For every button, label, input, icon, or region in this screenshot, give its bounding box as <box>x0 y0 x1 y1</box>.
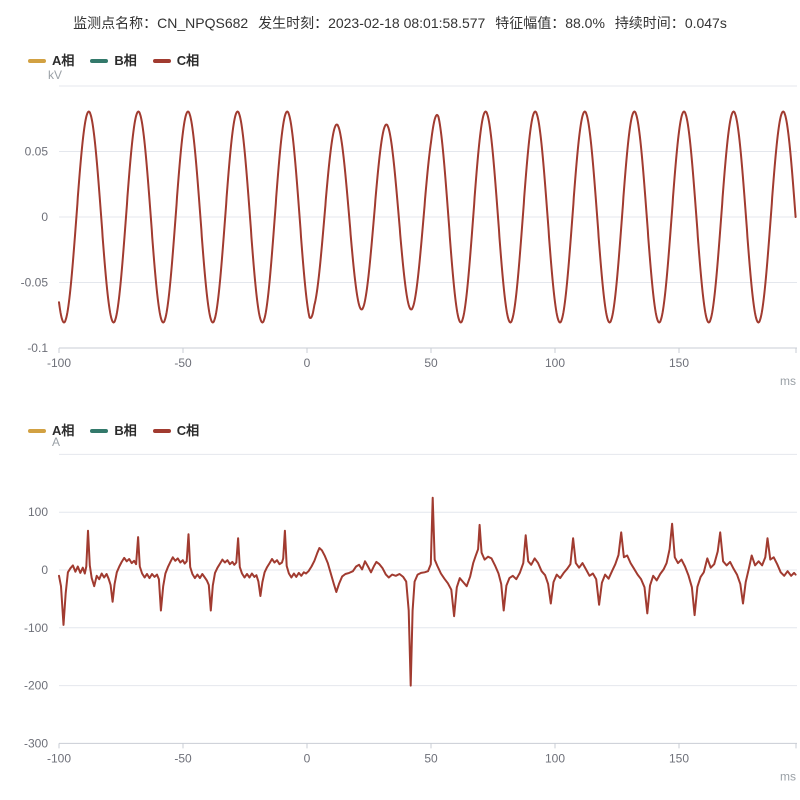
duration-label: 持续时间： <box>614 15 685 31</box>
title-field: 监测点名称：CN_NPQS682 <box>73 15 248 31</box>
b-phase-line-swatch-icon <box>90 59 109 63</box>
legend-item-label: A相 <box>52 53 75 68</box>
a-phase-line-swatch-icon <box>28 429 46 433</box>
current-x-tick-label: -100 <box>47 751 71 765</box>
current-x-tick-label: 50 <box>424 751 438 765</box>
voltage-x-tick-label: 100 <box>545 356 565 370</box>
feature-amplitude-value: 88.0% <box>565 15 605 31</box>
voltage-x-tick-label: -100 <box>47 356 71 370</box>
voltage-axis-unit-label: kV <box>48 68 63 82</box>
voltage-chart-legend: A相 B相 C相 <box>28 54 199 68</box>
current-y-tick-label: -200 <box>24 679 48 693</box>
voltage-y-tick-label: -0.1 <box>27 341 48 355</box>
legend-item-label: C相 <box>176 423 200 438</box>
current-x-tick-label: 100 <box>545 751 565 765</box>
current-axis-unit-label: A <box>52 435 61 449</box>
current-y-tick-label: 100 <box>28 505 48 519</box>
current-x-tick-label: 0 <box>304 751 311 765</box>
monitor-point-value: CN_NPQS682 <box>157 15 249 31</box>
legend-item-a-phase[interactable]: A相 <box>28 424 74 438</box>
voltage-x-axis-unit-label: ms <box>780 374 796 388</box>
current-y-tick-label: -100 <box>24 621 48 635</box>
title-field: 特征幅值：88.0% <box>495 15 605 31</box>
c-phase-line-swatch-icon <box>152 429 171 433</box>
voltage-y-tick-label: 0 <box>41 210 48 224</box>
current-x-tick-label: 150 <box>669 751 689 765</box>
duration-value: 0.047s <box>684 15 727 31</box>
voltage-y-tick-label: 0.05 <box>25 145 49 159</box>
legend-item-a-phase[interactable]: A相 <box>28 54 74 68</box>
legend-item-c-phase[interactable]: C相 <box>152 53 200 68</box>
current-chart-legend: A相 B相 C相 <box>28 424 199 438</box>
current-x-tick-label: -50 <box>174 751 192 765</box>
occurrence-time-label: 发生时刻： <box>258 15 329 31</box>
legend-item-label: C相 <box>176 53 200 68</box>
feature-amplitude-label: 特征幅值： <box>495 15 566 31</box>
title-field: 发生时刻：2023-02-18 08:01:58.577 <box>258 15 485 31</box>
current-x-axis-unit-label: ms <box>780 769 796 783</box>
current-waveform-c-phase <box>58 496 797 687</box>
b-phase-line-swatch-icon <box>90 429 109 433</box>
monitor-point-label: 监测点名称： <box>73 15 158 31</box>
c-phase-line-swatch-icon <box>152 59 171 63</box>
voltage-x-tick-label: 50 <box>424 356 438 370</box>
legend-item-b-phase[interactable]: B相 <box>90 423 137 438</box>
occurrence-time-value: 2023-02-18 08:01:58.577 <box>328 15 486 31</box>
legend-item-label: B相 <box>114 53 137 68</box>
current-y-tick-label: 0 <box>41 563 48 577</box>
voltage-waveform-c-phase <box>58 110 797 324</box>
voltage-x-tick-label: -50 <box>174 356 192 370</box>
legend-item-b-phase[interactable]: B相 <box>90 53 137 68</box>
voltage-x-tick-label: 150 <box>669 356 689 370</box>
voltage-x-tick-label: 0 <box>304 356 311 370</box>
voltage-y-tick-label: -0.05 <box>21 276 49 290</box>
legend-item-c-phase[interactable]: C相 <box>152 423 200 438</box>
current-y-tick-label: -300 <box>24 736 48 750</box>
page-title: 监测点名称：CN_NPQS682 发生时刻：2023-02-18 08:01:5… <box>0 13 800 33</box>
legend-item-label: B相 <box>114 423 137 438</box>
legend-item-label: A相 <box>52 423 75 438</box>
a-phase-line-swatch-icon <box>28 59 46 63</box>
title-field: 持续时间：0.047s <box>615 15 727 31</box>
